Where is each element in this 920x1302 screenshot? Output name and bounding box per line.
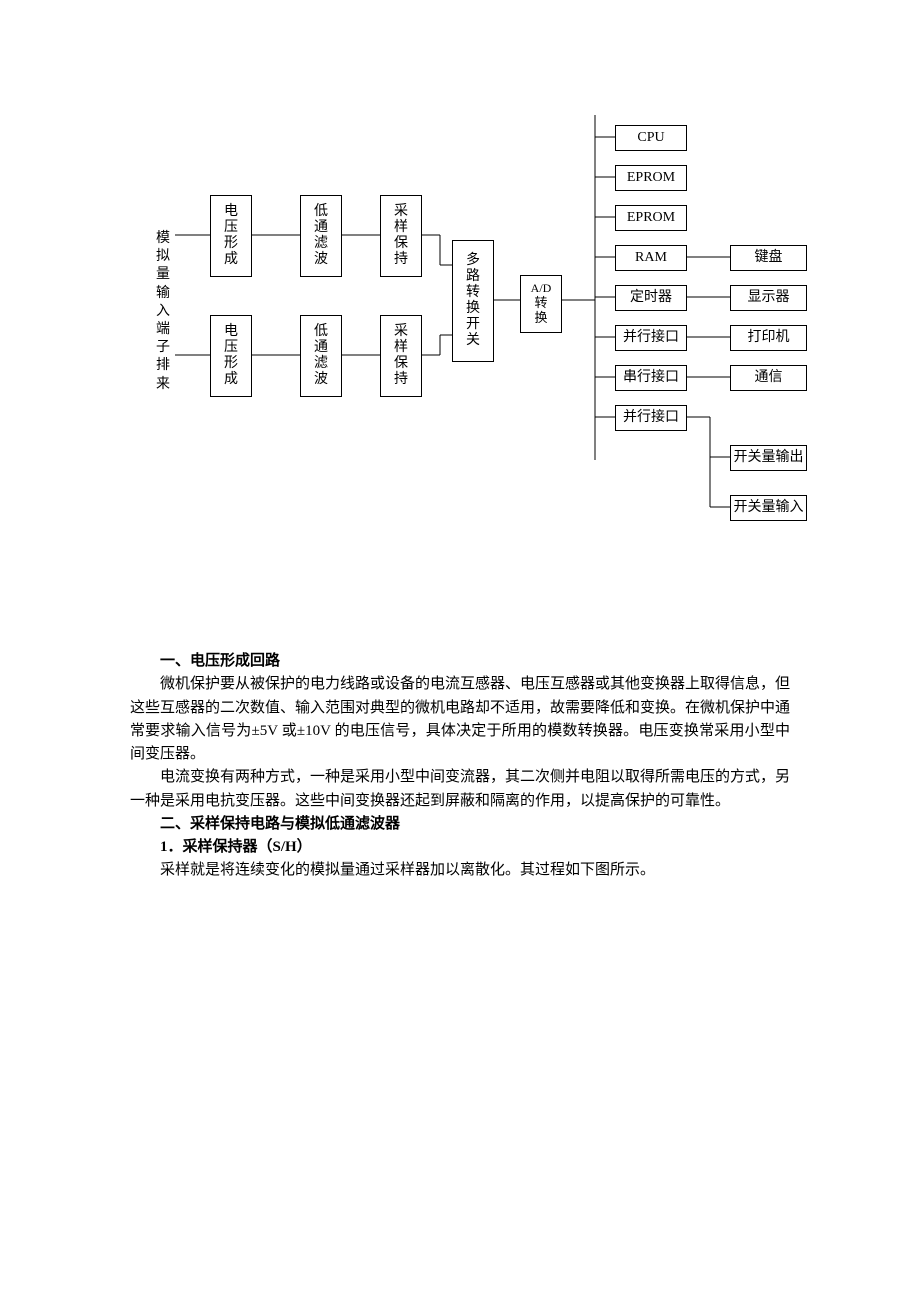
box-parallel-1: 并行接口 [615,325,687,351]
box-timer: 定时器 [615,285,687,311]
box-comm: 通信 [730,365,807,391]
section-2-para-1: 采样就是将连续变化的模拟量通过采样器加以离散化。其过程如下图所示。 [130,859,790,882]
box-mux: 多路转换开关 [452,240,494,362]
page: 模 拟 量 输 入 端 子 排 来 电压形成 低通滤波 采样保持 电压形成 低通… [0,0,920,1302]
box-lowpass-1: 低通滤波 [300,195,342,277]
box-display: 显示器 [730,285,807,311]
box-eprom-2: EPROM [615,205,687,231]
box-switch-out: 开关量输出 [730,445,807,471]
box-cpu: CPU [615,125,687,151]
input-label: 模 拟 量 输 入 端 子 排 来 [155,230,171,394]
box-sample-hold-2: 采样保持 [380,315,422,397]
box-keyboard: 键盘 [730,245,807,271]
body-text: 一、电压形成回路 微机保护要从被保护的电力线路或设备的电流互感器、电压互感器或其… [130,650,790,883]
section-2-sub: 1．采样保持器（S/H） [160,836,790,859]
box-serial: 串行接口 [615,365,687,391]
box-sample-hold-1: 采样保持 [380,195,422,277]
section-1-para-1: 微机保护要从被保护的电力线路或设备的电流互感器、电压互感器或其他变换器上取得信息… [130,673,790,766]
box-lowpass-2: 低通滤波 [300,315,342,397]
box-eprom-1: EPROM [615,165,687,191]
box-adc: A/D转换 [520,275,562,333]
box-switch-in: 开关量输入 [730,495,807,521]
box-printer: 打印机 [730,325,807,351]
section-2-title: 二、采样保持电路与模拟低通滤波器 [160,813,790,836]
box-voltage-form-1: 电压形成 [210,195,252,277]
box-ram: RAM [615,245,687,271]
box-parallel-2: 并行接口 [615,405,687,431]
section-1-title: 一、电压形成回路 [160,650,790,673]
section-1-para-2: 电流变换有两种方式，一种是采用小型中间变流器，其二次侧并电阻以取得所需电压的方式… [130,766,790,813]
block-diagram: 模 拟 量 输 入 端 子 排 来 电压形成 低通滤波 采样保持 电压形成 低通… [0,0,920,560]
box-voltage-form-2: 电压形成 [210,315,252,397]
